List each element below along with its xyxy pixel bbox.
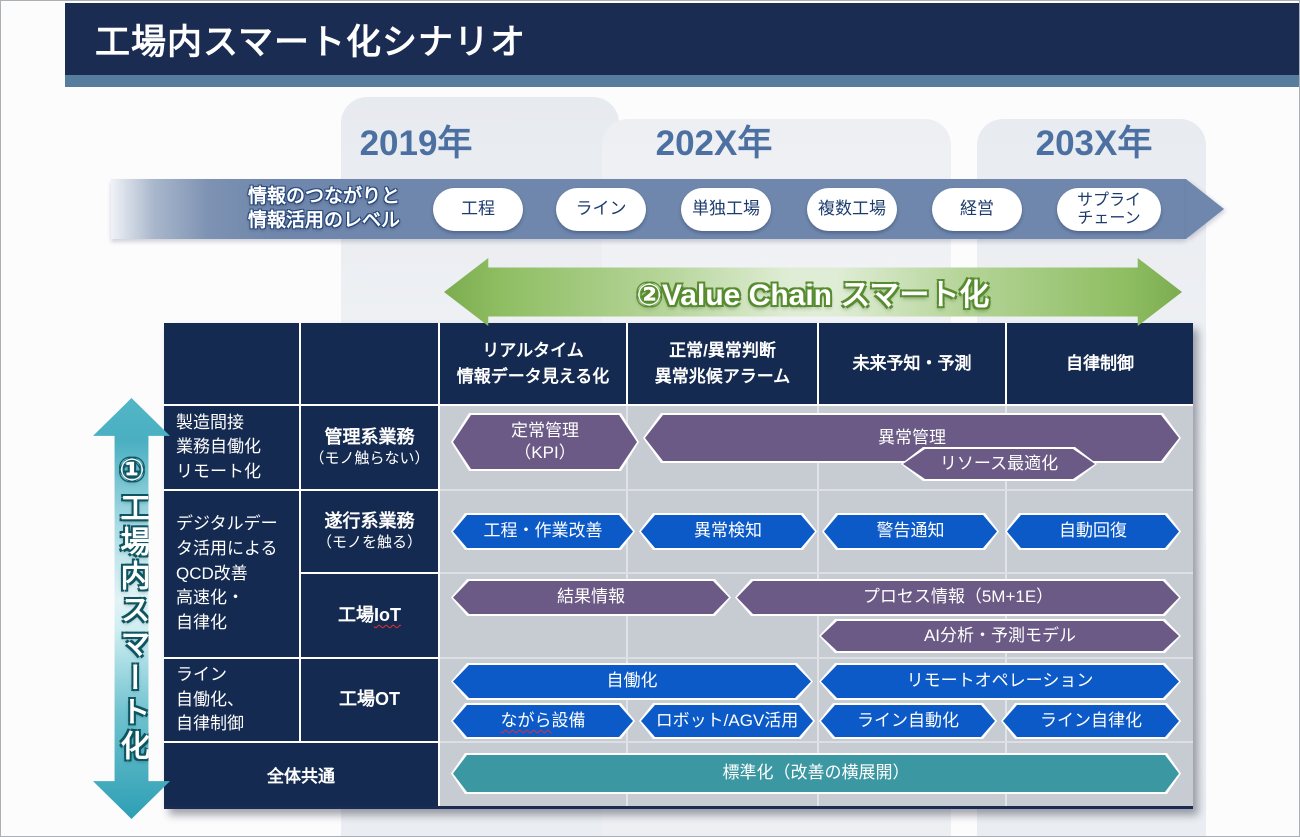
category-kanri-name: 管理系業務	[324, 427, 415, 448]
group-digital: デジタルデー タ活用による QCD改善 高速化・ 自律化	[164, 491, 299, 657]
category-ot: 工場OT	[301, 659, 438, 741]
arrow-kekka-joho: 結果情報	[451, 579, 731, 616]
year-202x: 202X年	[655, 124, 773, 163]
category-ot-name: 工場OT	[339, 689, 400, 710]
arrow-teijo-kanri: 定常管理 （KPI）	[451, 413, 639, 471]
page-title: 工場内スマート化シナリオ	[95, 22, 526, 62]
title-underline	[65, 75, 1299, 87]
category-suiko-sub: （モノを触る）	[316, 534, 422, 552]
level-pill-supply-chain: サプライ チェーン	[1057, 188, 1161, 231]
category-kanri: 管理系業務 （モノ触らない）	[301, 406, 438, 489]
factory-smart-label: ①工場内スマート化	[115, 453, 149, 764]
table-bottom-border	[164, 806, 1193, 809]
arrow-nagara-setsubi: ながら設備	[451, 703, 635, 739]
arrow-line-jidoka: ライン自動化	[819, 703, 997, 739]
header-autonomy: 自律制御	[1007, 323, 1193, 404]
header-blank-1	[164, 323, 299, 404]
title-bar: 工場内スマート化シナリオ	[65, 3, 1299, 75]
arrow-jido-kaifuku: 自動回復	[1005, 513, 1181, 550]
value-chain-label: ②Value Chain スマート化	[636, 279, 990, 312]
level-pill-line: ライン	[556, 188, 646, 231]
arrow-kotei-kaizen: 工程・作業改善	[451, 513, 635, 550]
arrow-ijo-kenchi: 異常検知	[639, 513, 817, 550]
category-kanri-sub: （モノ触らない）	[309, 450, 430, 468]
timeline-arrow-head	[1186, 179, 1224, 239]
arrow-line-jiritsuka: ライン自律化	[1001, 703, 1181, 739]
arrow-jidoka: 自働化	[451, 663, 813, 700]
header-blank-2	[301, 323, 438, 404]
level-pill-keiei: 経営	[932, 188, 1022, 231]
group-indirect: 製造間接 業務自働化 リモート化	[164, 406, 299, 489]
timeline-band-label: 情報のつながりと 情報活用のレベル	[247, 186, 400, 231]
scenario-table: リアルタイム 情報データ見える化 正常/異常判断 異常兆候アラーム 未来予知・予…	[164, 323, 1193, 809]
value-chain-arrow: ②Value Chain スマート化	[444, 258, 1182, 326]
arrow-robot-agv: ロボット/AGV活用	[639, 703, 815, 739]
category-suiko-name: 遂行系業務	[324, 511, 415, 532]
arrow-keikoku-tsuchi: 警告通知	[822, 513, 999, 550]
header-realtime: リアルタイム 情報データ見える化	[440, 323, 626, 404]
arrow-process-joho: プロセス情報（5M+1E）	[735, 579, 1181, 616]
level-pill-fukusu: 複数工場	[807, 188, 897, 231]
arrow-ai-bunseki: AI分析・予測モデル	[819, 619, 1181, 653]
arrow-hyojunka: 標準化（改善の横展開）	[451, 753, 1181, 794]
year-2019: 2019年	[359, 124, 473, 163]
level-pill-tandoku: 単独工場	[681, 188, 771, 231]
header-forecast: 未来予知・予測	[819, 323, 1005, 404]
category-iot: 工場IoT	[301, 574, 438, 657]
arrow-resource-saiteki: リソース最適化	[901, 447, 1097, 481]
arrow-ijo-kanri: 異常管理	[643, 413, 1181, 463]
header-judgement: 正常/異常判断 異常兆候アラーム	[628, 323, 817, 404]
level-pill-kotei: 工程	[433, 188, 523, 231]
footer-common: 全体共通	[164, 743, 438, 806]
group-line: ライン 自働化、 自律制御	[164, 659, 299, 741]
category-iot-name: 工場IoT	[338, 604, 401, 625]
factory-smart-arrow: ①工場内スマート化	[93, 398, 170, 819]
arrow-remote-operation: リモートオペレーション	[819, 663, 1181, 700]
category-suiko: 遂行系業務 （モノを触る）	[301, 491, 438, 572]
year-203x: 203X年	[1035, 124, 1153, 163]
